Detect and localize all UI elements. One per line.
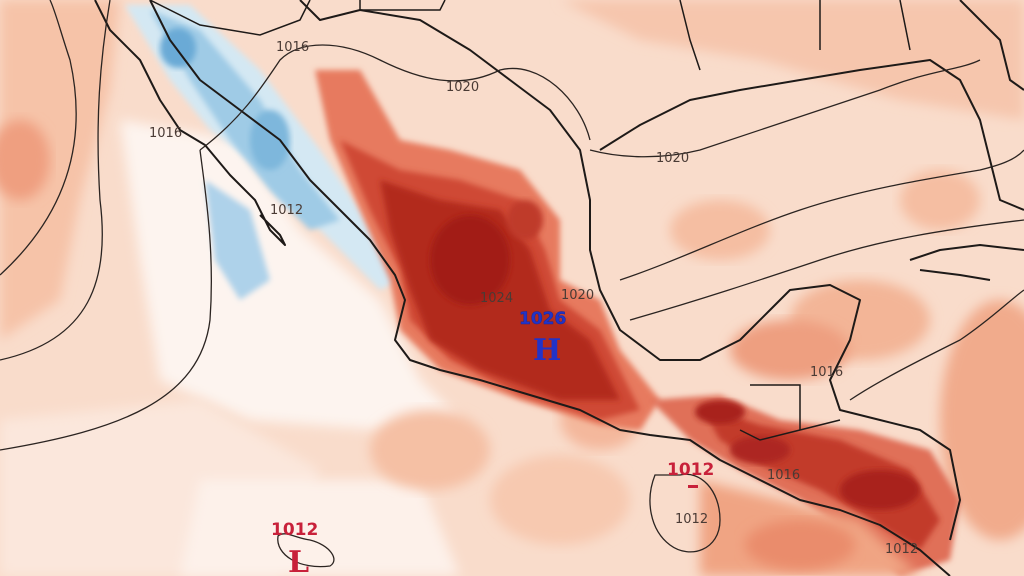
low-pressure-letter: L [288, 545, 309, 576]
isobar-labels: 1016 1016 1012 1020 1020 1020 1024 1016 … [149, 40, 918, 557]
high-pressure-letter: H [533, 333, 561, 368]
isobar-label-1016-guatemala: 1016 [767, 468, 800, 483]
isobar-label-1012-panama: 1012 [885, 542, 918, 557]
isobar-label-1016-yucatan: 1016 [810, 365, 843, 380]
low-pressure-center-pacific: 1012 L [271, 520, 318, 576]
low-pressure-marker [688, 485, 698, 488]
pressure-centers: 1026 H 1012 L 1012 [271, 309, 714, 576]
isobar-label-1012-pacific: 1012 [675, 512, 708, 527]
borders [149, 0, 911, 441]
isobar-label-1016-north: 1016 [276, 40, 309, 55]
isobar-label-1024: 1024 [480, 291, 513, 306]
isobar-label-1020-gulf: 1020 [656, 151, 689, 166]
high-pressure-center: 1026 H [519, 309, 567, 368]
low-pressure-center-tehuantepec: 1012 [667, 460, 714, 488]
isobar-label-1016-west: 1016 [149, 126, 182, 141]
high-pressure-value: 1026 [519, 309, 566, 329]
isobar-label-1020-east: 1020 [561, 288, 594, 303]
coastlines [94, 0, 1024, 576]
low-pressure-value-2: 1012 [667, 460, 714, 480]
low-pressure-value: 1012 [271, 520, 318, 540]
isobar-label-1012-baja: 1012 [270, 203, 303, 218]
isobar-label-1020-north: 1020 [446, 80, 479, 95]
